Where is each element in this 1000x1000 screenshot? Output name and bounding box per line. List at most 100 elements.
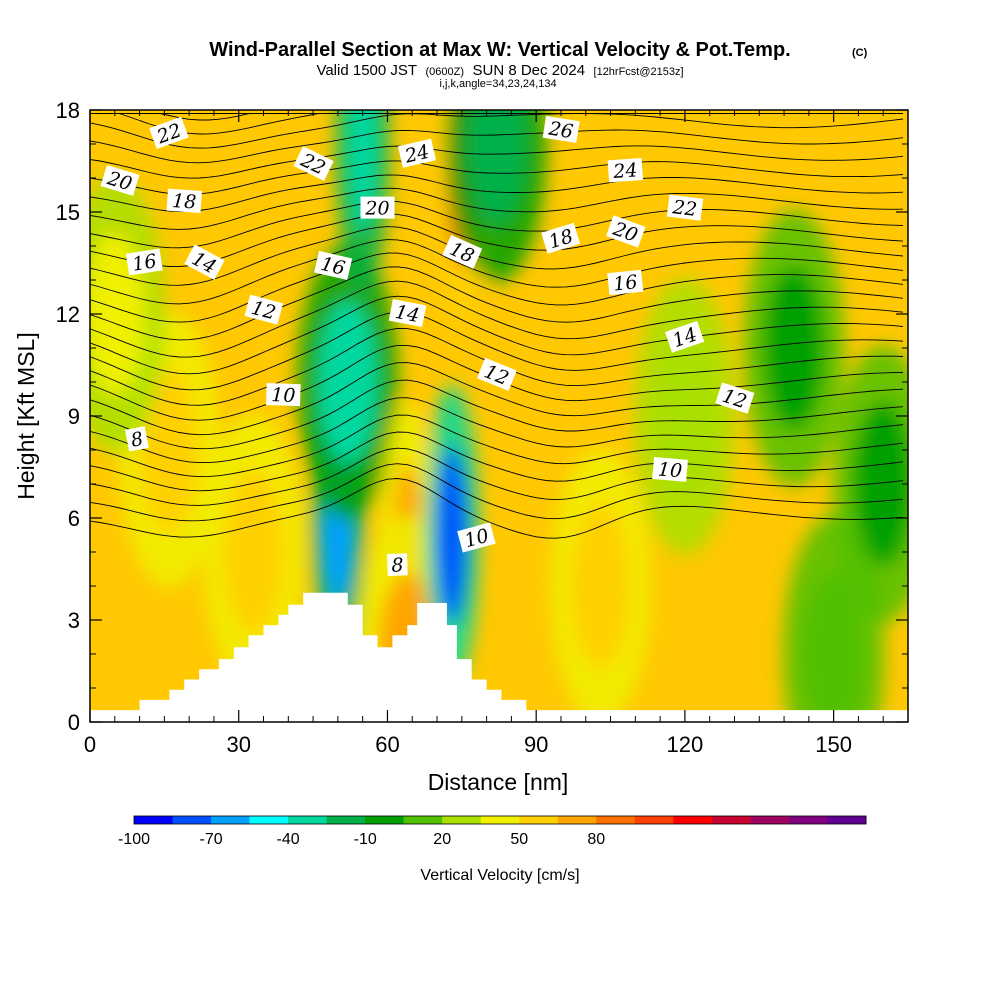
colorbar-tick-label: 50 — [510, 831, 528, 848]
colorbar-swatch — [673, 816, 713, 824]
theta-contour-label: 16 — [314, 250, 353, 280]
w-cell — [223, 470, 284, 634]
theta-contours — [90, 112, 904, 539]
theta-contour-label-bg — [442, 234, 483, 269]
colorbar-tick-label: -70 — [200, 831, 223, 848]
theta-contour — [90, 447, 904, 506]
x-axis-label: Distance [nm] — [428, 769, 569, 795]
colorbar-swatch — [288, 816, 328, 824]
colorbar-swatch — [750, 816, 790, 824]
theta-contour-label: 10 — [652, 456, 688, 482]
valid-date: SUN 8 Dec 2024 — [473, 62, 586, 79]
theta-contour — [90, 226, 904, 286]
theta-contour-label: 24 — [607, 158, 644, 183]
theta-contour — [90, 187, 904, 230]
colorbar-tick-label: 20 — [433, 831, 451, 848]
theta-contour-label-bg — [124, 426, 149, 452]
theta-contour-label-bg — [125, 248, 163, 276]
theta-contour-label: 18 — [166, 188, 202, 214]
section-params: i,j,k,angle=34,23,24,134 — [439, 78, 556, 90]
theta-contour-label-bg — [607, 269, 644, 296]
theta-contour-label: 20 — [606, 215, 646, 248]
theta-contour-label-bg — [293, 146, 334, 181]
chart-title: Wind-Parallel Section at Max W: Vertical… — [209, 39, 790, 61]
colorbar-swatch — [172, 816, 212, 824]
theta-contour — [90, 379, 904, 450]
x-tick-label: 60 — [375, 732, 399, 757]
theta-contour-label: 10 — [265, 383, 301, 407]
theta-contour-label-text: 10 — [271, 384, 296, 407]
y-tick-label: 6 — [68, 506, 80, 531]
colorbar-swatch — [827, 816, 867, 824]
theta-contour — [90, 145, 904, 179]
colorbar-tick-label: -10 — [354, 831, 377, 848]
colorbar-swatch — [442, 816, 482, 824]
colorbar-swatch — [519, 816, 559, 824]
y-tick-label: 9 — [68, 404, 80, 429]
theta-contour-label-bg — [265, 383, 301, 407]
theta-contour-label: 8 — [124, 426, 149, 452]
theta-contour — [90, 295, 904, 375]
w-cell — [436, 446, 468, 624]
theta-contour-label: 22 — [666, 194, 704, 221]
theta-contour-label-text: 16 — [131, 250, 158, 276]
theta-contour-label-bg — [166, 188, 202, 213]
colorbar-swatch — [711, 816, 751, 824]
theta-contour-label-bg — [149, 116, 189, 150]
theta-contour — [90, 397, 904, 464]
y-tick-label: 15 — [56, 200, 80, 225]
theta-contour-label-bg — [314, 250, 353, 280]
colorbar-frame — [133, 815, 867, 825]
theta-contour — [90, 463, 904, 522]
theta-contour — [90, 113, 904, 149]
colorbar-swatch — [634, 816, 674, 824]
theta-contour-label-text: 10 — [657, 458, 683, 482]
theta-contour-label-text: 8 — [391, 554, 404, 576]
theta-contour-label-text: 8 — [129, 428, 145, 452]
colorbar-swatch — [211, 816, 251, 824]
theta-contour — [90, 280, 904, 358]
valid-utc: (0600Z) — [426, 66, 465, 78]
theta-contour-label-text: 20 — [364, 198, 389, 220]
colorbar-swatch — [480, 816, 520, 824]
valid-time-line: Valid 1500 JST (0600Z) SUN 8 Dec 2024 [1… — [316, 62, 683, 79]
theta-contour — [90, 311, 904, 391]
theta-contour-label-text: 16 — [612, 271, 638, 295]
colorbar-swatch — [249, 816, 289, 824]
w-cell — [803, 572, 864, 722]
theta-contour — [90, 478, 904, 539]
valid-prefix: Valid 1500 JST — [316, 62, 417, 79]
colorbar-swatch — [326, 816, 366, 824]
w-cell — [655, 334, 715, 498]
colorbar: -100 -70 -40 -10 20 50 80 — [118, 815, 867, 848]
theta-contour-label-bg — [457, 522, 496, 553]
copyright-mark: (C) — [852, 47, 868, 59]
colorbar-tick-label: 80 — [587, 831, 605, 848]
theta-contour — [90, 200, 904, 249]
theta-contour-label-bg — [184, 244, 225, 280]
theta-contour-label-bg — [100, 164, 140, 196]
theta-contour — [90, 160, 904, 195]
theta-contour-label: 16 — [125, 248, 163, 276]
theta-contour — [90, 252, 904, 323]
theta-contour — [90, 129, 904, 164]
w-cell — [139, 368, 200, 532]
theta-contour-label-bg — [715, 382, 755, 414]
colorbar-label: Vertical Velocity [cm/s] — [420, 867, 579, 884]
theta-contour-label-text: 16 — [319, 253, 348, 280]
x-tick-label: 0 — [84, 732, 96, 757]
w-cell — [853, 402, 908, 566]
theta-contour-label-bg — [666, 194, 704, 221]
theta-contour-label: 18 — [541, 222, 581, 254]
theta-contour-label-bg — [397, 138, 437, 168]
theta-contour-label-bg — [244, 294, 284, 325]
terrain — [90, 592, 908, 722]
theta-contour-label-text: 24 — [612, 159, 639, 183]
theta-contour-label-bg — [606, 215, 646, 248]
x-tick-label: 30 — [226, 732, 250, 757]
y-tick-label: 12 — [56, 302, 80, 327]
theta-contour-label: 20 — [360, 196, 395, 220]
